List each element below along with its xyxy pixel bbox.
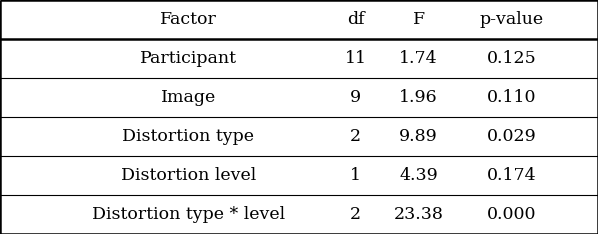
- Text: F: F: [413, 11, 425, 28]
- Text: Distortion level: Distortion level: [121, 167, 256, 184]
- Text: 2: 2: [350, 206, 361, 223]
- Text: 9: 9: [350, 89, 361, 106]
- Text: 4.39: 4.39: [399, 167, 438, 184]
- Text: 0.125: 0.125: [486, 50, 536, 67]
- Text: 0.174: 0.174: [487, 167, 536, 184]
- Text: 0.000: 0.000: [487, 206, 536, 223]
- Text: 1: 1: [350, 167, 361, 184]
- Text: Distortion type * level: Distortion type * level: [92, 206, 285, 223]
- Text: Image: Image: [161, 89, 216, 106]
- Text: p-value: p-value: [479, 11, 544, 28]
- Text: df: df: [347, 11, 365, 28]
- Text: 23.38: 23.38: [393, 206, 444, 223]
- Text: 1.74: 1.74: [399, 50, 438, 67]
- Text: 2: 2: [350, 128, 361, 145]
- Text: 11: 11: [345, 50, 367, 67]
- Text: 9.89: 9.89: [399, 128, 438, 145]
- Text: 1.96: 1.96: [399, 89, 438, 106]
- Text: Participant: Participant: [140, 50, 237, 67]
- Text: Factor: Factor: [160, 11, 217, 28]
- Text: Distortion type: Distortion type: [123, 128, 254, 145]
- Text: 0.029: 0.029: [486, 128, 536, 145]
- Text: 0.110: 0.110: [487, 89, 536, 106]
